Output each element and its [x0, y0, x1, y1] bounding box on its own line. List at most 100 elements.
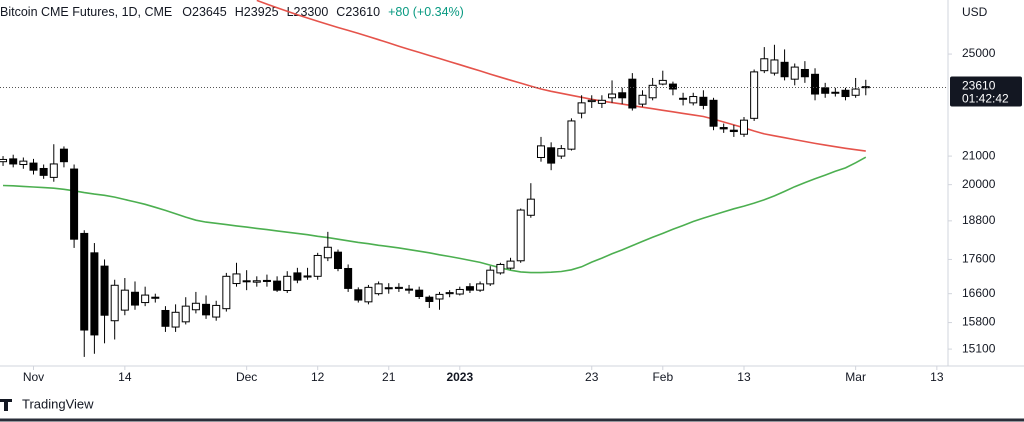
y-tick-label: 17600 [962, 252, 996, 266]
candle-body [90, 252, 99, 336]
candle-body [699, 96, 708, 106]
candle-body [80, 232, 89, 331]
x-tick-label: 14 [118, 370, 132, 384]
candle-body [841, 89, 850, 98]
candle-body [750, 71, 759, 119]
price-tag-label: 23610 [962, 79, 996, 93]
candle-body [638, 94, 647, 105]
candle-body [851, 88, 860, 96]
candle-body [689, 96, 698, 104]
candle-body [19, 160, 28, 166]
candle-body [618, 92, 627, 99]
candle-body [547, 147, 556, 164]
candle-body [100, 265, 109, 316]
x-tick-label: 21 [382, 370, 396, 384]
header: Bitcoin CME Futures, 1D, CME O23645 H23925… [0, 5, 464, 19]
y-tick-label: 25000 [962, 46, 996, 60]
candle-body [364, 286, 373, 303]
candle-body [141, 294, 150, 304]
candle-body [120, 289, 129, 311]
candle-body [577, 102, 586, 114]
price-tag [950, 76, 1022, 107]
x-tick-label: 13 [930, 370, 944, 384]
candle-body [49, 163, 58, 178]
candle-body [668, 83, 677, 90]
candle-body [435, 293, 444, 300]
candle-body [790, 66, 799, 80]
candle-body [821, 87, 830, 94]
legend-prefix: C [336, 5, 345, 19]
candle-body [476, 283, 485, 291]
candle-body [557, 148, 566, 157]
candle-body [394, 286, 403, 289]
currency: USD [962, 5, 988, 19]
y-tick-label: 21000 [962, 148, 996, 162]
x-tick-label: Nov [23, 370, 44, 384]
candle-body [567, 120, 576, 150]
candle-body [171, 311, 180, 328]
candle-body [283, 275, 292, 292]
y-tick-label: 15100 [962, 341, 996, 355]
candle-body [333, 251, 342, 269]
candle-body [831, 91, 840, 94]
candle-body [222, 275, 231, 310]
moving-average [256, 0, 866, 152]
candle-body [354, 289, 363, 301]
candle-body [506, 260, 515, 269]
candle-body [861, 86, 870, 89]
x-tick-label: 2023 [446, 370, 473, 384]
candle-body [59, 148, 68, 163]
brand-logo [0, 399, 12, 411]
x-tick-label: 12 [311, 370, 325, 384]
y-tick-label: 16600 [962, 286, 996, 300]
candle-body [425, 296, 434, 302]
candle-body [679, 97, 688, 100]
candle-body [770, 59, 779, 74]
candle-body [526, 198, 535, 216]
y-tick-label: 15800 [962, 315, 996, 329]
candle-body [39, 167, 48, 176]
candle-body [405, 288, 414, 291]
title: Bitcoin CME Futures, 1D, CME [0, 5, 172, 19]
y-tick-label: 20000 [962, 177, 996, 191]
candle-body [415, 289, 424, 298]
candle-body [536, 145, 545, 158]
candle-body [628, 78, 637, 109]
x-tick-label: Mar [845, 370, 866, 384]
candle-body [29, 162, 38, 171]
candle-body [719, 127, 728, 130]
candle-body [212, 304, 221, 318]
candle-body [161, 309, 170, 327]
candle-body [729, 129, 738, 133]
candle-body [110, 284, 119, 322]
candle-body [496, 263, 505, 274]
candle-body [242, 280, 251, 283]
candle-body [384, 287, 393, 290]
x-tick-label: Feb [652, 370, 673, 384]
x-tick-label: Dec [236, 370, 257, 384]
candle-body [760, 58, 769, 72]
candle-body [780, 61, 789, 78]
candle-body [739, 119, 748, 135]
candle-body [811, 73, 820, 95]
candle-body [658, 79, 667, 85]
candle-body [374, 283, 383, 295]
candle-body [587, 99, 596, 103]
x-tick-label: 13 [737, 370, 751, 384]
candle-body [516, 209, 525, 262]
y-tick-label: 18800 [962, 213, 996, 227]
candle-body [800, 68, 809, 78]
legend-value: 23645 [192, 5, 227, 19]
candle-body [445, 292, 454, 295]
candle-body [0, 158, 8, 163]
candle-body [465, 286, 474, 291]
candle-body [202, 303, 211, 316]
x-tick-label: 23 [585, 370, 599, 384]
candle-body [313, 254, 322, 277]
candle-body [344, 267, 353, 289]
candle-body [181, 305, 190, 323]
candle-body [486, 269, 495, 285]
candle-body [191, 302, 200, 311]
legend-value: 23925 [244, 5, 279, 19]
